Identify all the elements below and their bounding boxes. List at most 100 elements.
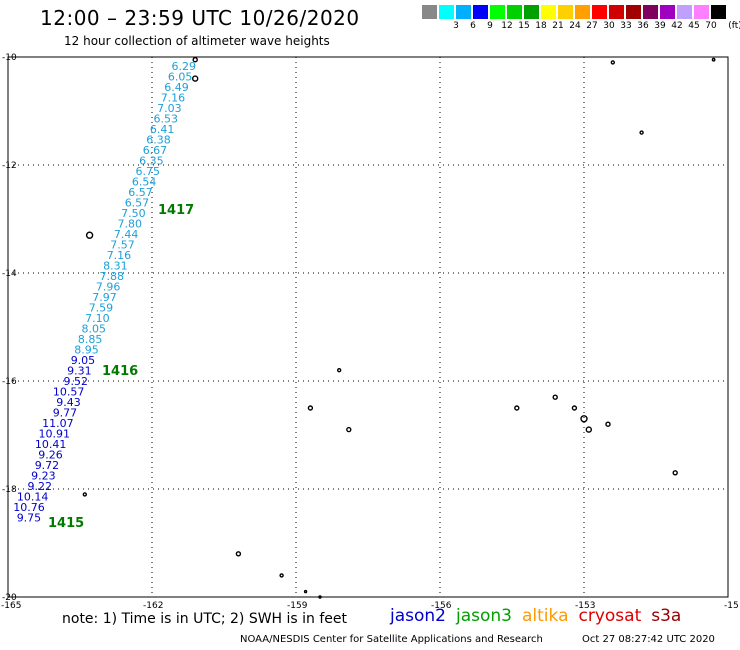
graticule (8, 57, 728, 597)
swh-value: 8.31 (103, 260, 128, 273)
legend-tick-label: 9 (487, 21, 493, 31)
island-outline (279, 573, 284, 578)
swh-value: 9.05 (71, 354, 96, 367)
swh-value: 6.67 (143, 144, 168, 157)
swh-value: 9.77 (53, 407, 78, 420)
legend-swatch (558, 5, 574, 19)
island-outline (610, 60, 615, 65)
island-outline (639, 130, 644, 135)
legend-tick-label: 18 (535, 21, 547, 31)
swh-value: 10.76 (13, 501, 45, 514)
legend-tick-label: 6 (470, 21, 476, 31)
swh-value: 9.31 (67, 365, 92, 378)
legend-swatch (694, 5, 710, 19)
legend-tick-label: 42 (671, 21, 683, 31)
generated-timestamp: Oct 27 08:27:42 UTC 2020 (582, 634, 715, 645)
legend-tick-label: 39 (654, 21, 666, 31)
legend-swatch (677, 5, 693, 19)
pass-time-label: 1417 (158, 203, 194, 218)
swh-value: 6.57 (128, 186, 153, 199)
legend-tick-label: 45 (688, 21, 700, 31)
legend-tick-label: 24 (569, 21, 581, 31)
legend-swatch (456, 5, 472, 19)
legend-tick-label: 33 (620, 21, 632, 31)
lat-tick-label: -12 (2, 161, 17, 171)
lon-tick-label: -156 (431, 601, 452, 611)
swh-value: 9.72 (35, 459, 60, 472)
swh-value: 6.49 (164, 81, 189, 94)
swh-value: 6.29 (172, 60, 197, 73)
lat-tick-label: -16 (2, 377, 17, 387)
satellite-legend: jason2 jason3 altika cryosat s3a (390, 606, 691, 626)
swh-value: 7.57 (110, 239, 135, 252)
island-outline (82, 492, 88, 497)
swh-value: 7.97 (92, 291, 117, 304)
swh-value: 6.38 (146, 134, 171, 147)
satellite-s3a: s3a (651, 606, 682, 626)
lat-tick-label: -14 (2, 269, 17, 279)
island-outline (585, 426, 592, 433)
legend-swatch (626, 5, 642, 19)
legend-swatch (524, 5, 540, 19)
pass-time-label: 1415 (48, 516, 84, 531)
legend-swatch (660, 5, 676, 19)
swh-value: 9.75 (17, 512, 42, 525)
swh-value: 6.75 (136, 165, 161, 178)
legend-swatch (473, 5, 489, 19)
legend-swatch (592, 5, 608, 19)
swh-value: 9.23 (31, 470, 56, 483)
swh-value: 6.05 (168, 71, 193, 84)
swh-value: 6.57 (125, 197, 150, 210)
legend-swatch (575, 5, 591, 19)
island-outline (191, 75, 199, 82)
swh-value: 10.14 (17, 491, 49, 504)
island-outline (580, 415, 588, 423)
legend-swatch (643, 5, 659, 19)
lat-tick-label: -10 (2, 53, 17, 63)
swh-value: 6.53 (154, 113, 179, 126)
swh-value: 7.44 (114, 228, 139, 241)
swh-value: 10.57 (53, 386, 85, 399)
swh-value: 8.05 (82, 323, 107, 336)
island-outline (303, 589, 308, 594)
legend-tick-label: 21 (552, 21, 564, 31)
legend-tick-label: 15 (518, 21, 530, 31)
island-outline (605, 421, 611, 427)
lon-tick-label: -162 (143, 601, 163, 611)
swh-value: 7.50 (121, 207, 146, 220)
lon-tick-label: -165 (1, 601, 21, 611)
island-outline (672, 470, 678, 476)
satellite-cryosat: cryosat (578, 606, 642, 626)
swh-value: 7.59 (89, 302, 114, 315)
units-note: note: 1) Time is in UTC; 2) SWH is in fe… (62, 611, 348, 627)
swh-value: 10.41 (35, 438, 67, 451)
swh-value: 9.26 (38, 449, 63, 462)
jason2-track: 6.296.056.497.167.036.536.416.386.676.35… (13, 60, 196, 525)
island-outlines (82, 57, 716, 599)
lat-tick-label: -20 (2, 593, 17, 603)
lon-tick-label: -15 (724, 601, 739, 611)
swh-value: 6.35 (139, 155, 164, 168)
swh-value: 8.85 (78, 333, 103, 346)
legend-swatch (490, 5, 506, 19)
lat-tick-label: -18 (2, 485, 17, 495)
legend-tick-label: 30 (603, 21, 615, 31)
credit-line: NOAA/NESDIS Center for Satellite Applica… (240, 634, 543, 645)
satellite-jason3: jason3 (456, 606, 512, 626)
swh-value: 7.16 (161, 92, 186, 105)
island-outline (552, 394, 558, 400)
island-outline (514, 405, 520, 411)
map-subtitle: 12 hour collection of altimeter wave hei… (64, 34, 330, 48)
swh-value: 9.52 (64, 375, 89, 388)
map-title: 12:00 – 23:59 UTC 10/26/2020 (40, 6, 360, 30)
axis-labels: -10 -12 -14 -16 -18 -20-165 -162 -159 -156 -153 -1… (1, 53, 739, 611)
island-outline (192, 57, 198, 63)
swh-value: 7.10 (85, 312, 110, 325)
island-outline (711, 57, 716, 62)
lon-tick-label: -153 (575, 601, 595, 611)
legend-tick-label: 12 (501, 21, 513, 31)
satellite-jason2: jason2 (390, 606, 446, 626)
swh-value: 7.03 (157, 102, 182, 115)
